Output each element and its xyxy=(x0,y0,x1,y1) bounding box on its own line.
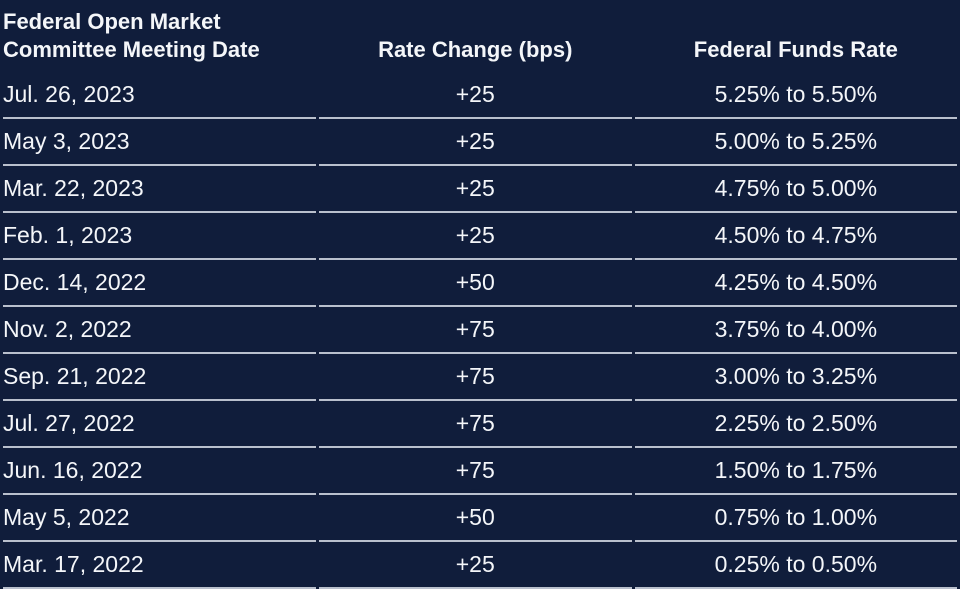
cell-federal-funds-rate: 1.50% to 1.75% xyxy=(634,448,957,495)
table-row: Sep. 21, 2022 +75 3.00% to 3.25% xyxy=(3,354,957,401)
cell-rate-change: +50 xyxy=(318,495,632,542)
cell-meeting-date: Mar. 22, 2023 xyxy=(3,166,316,213)
table-row: Feb. 1, 2023 +25 4.50% to 4.75% xyxy=(3,213,957,260)
cell-rate-change: +25 xyxy=(318,119,632,166)
cell-federal-funds-rate: 4.75% to 5.00% xyxy=(634,166,957,213)
table-row: Nov. 2, 2022 +75 3.75% to 4.00% xyxy=(3,307,957,354)
cell-federal-funds-rate: 3.75% to 4.00% xyxy=(634,307,957,354)
header-row: Federal Open Market Committee Meeting Da… xyxy=(3,0,957,72)
table-body: Jul. 26, 2023 +25 5.25% to 5.50% May 3, … xyxy=(3,72,957,589)
cell-federal-funds-rate: 3.00% to 3.25% xyxy=(634,354,957,401)
cell-meeting-date: May 3, 2023 xyxy=(3,119,316,166)
table-header: Federal Open Market Committee Meeting Da… xyxy=(3,0,957,72)
cell-rate-change: +25 xyxy=(318,542,632,589)
cell-federal-funds-rate: 2.25% to 2.50% xyxy=(634,401,957,448)
cell-meeting-date: Jun. 16, 2022 xyxy=(3,448,316,495)
cell-rate-change: +25 xyxy=(318,72,632,119)
cell-rate-change: +50 xyxy=(318,260,632,307)
cell-rate-change: +75 xyxy=(318,354,632,401)
cell-federal-funds-rate: 5.00% to 5.25% xyxy=(634,119,957,166)
header-meeting-date-line1: Federal Open Market xyxy=(3,9,221,34)
table-row: Dec. 14, 2022 +50 4.25% to 4.50% xyxy=(3,260,957,307)
cell-federal-funds-rate: 4.25% to 4.50% xyxy=(634,260,957,307)
cell-rate-change: +75 xyxy=(318,401,632,448)
cell-meeting-date: Jul. 27, 2022 xyxy=(3,401,316,448)
cell-rate-change: +75 xyxy=(318,448,632,495)
header-federal-funds-rate: Federal Funds Rate xyxy=(693,37,898,62)
table-row: May 3, 2023 +25 5.00% to 5.25% xyxy=(3,119,957,166)
cell-federal-funds-rate: 4.50% to 4.75% xyxy=(634,213,957,260)
cell-rate-change: +25 xyxy=(318,213,632,260)
cell-rate-change: +75 xyxy=(318,307,632,354)
cell-federal-funds-rate: 5.25% to 5.50% xyxy=(634,72,957,119)
cell-meeting-date: Jul. 26, 2023 xyxy=(3,72,316,119)
cell-meeting-date: Nov. 2, 2022 xyxy=(3,307,316,354)
header-rate-change: Rate Change (bps) xyxy=(378,37,573,62)
table-row: Mar. 17, 2022 +25 0.25% to 0.50% xyxy=(3,542,957,589)
cell-meeting-date: Dec. 14, 2022 xyxy=(3,260,316,307)
cell-rate-change: +25 xyxy=(318,166,632,213)
cell-meeting-date: Mar. 17, 2022 xyxy=(3,542,316,589)
cell-meeting-date: Sep. 21, 2022 xyxy=(3,354,316,401)
cell-meeting-date: May 5, 2022 xyxy=(3,495,316,542)
cell-federal-funds-rate: 0.25% to 0.50% xyxy=(634,542,957,589)
cell-meeting-date: Feb. 1, 2023 xyxy=(3,213,316,260)
table-row: Jul. 26, 2023 +25 5.25% to 5.50% xyxy=(3,72,957,119)
table-row: Jun. 16, 2022 +75 1.50% to 1.75% xyxy=(3,448,957,495)
header-meeting-date-line2: Committee Meeting Date xyxy=(3,37,260,62)
table-row: May 5, 2022 +50 0.75% to 1.00% xyxy=(3,495,957,542)
cell-federal-funds-rate: 0.75% to 1.00% xyxy=(634,495,957,542)
table-row: Mar. 22, 2023 +25 4.75% to 5.00% xyxy=(3,166,957,213)
header-meeting-date: Federal Open Market Committee Meeting Da… xyxy=(3,0,316,72)
table-row: Jul. 27, 2022 +75 2.25% to 2.50% xyxy=(3,401,957,448)
